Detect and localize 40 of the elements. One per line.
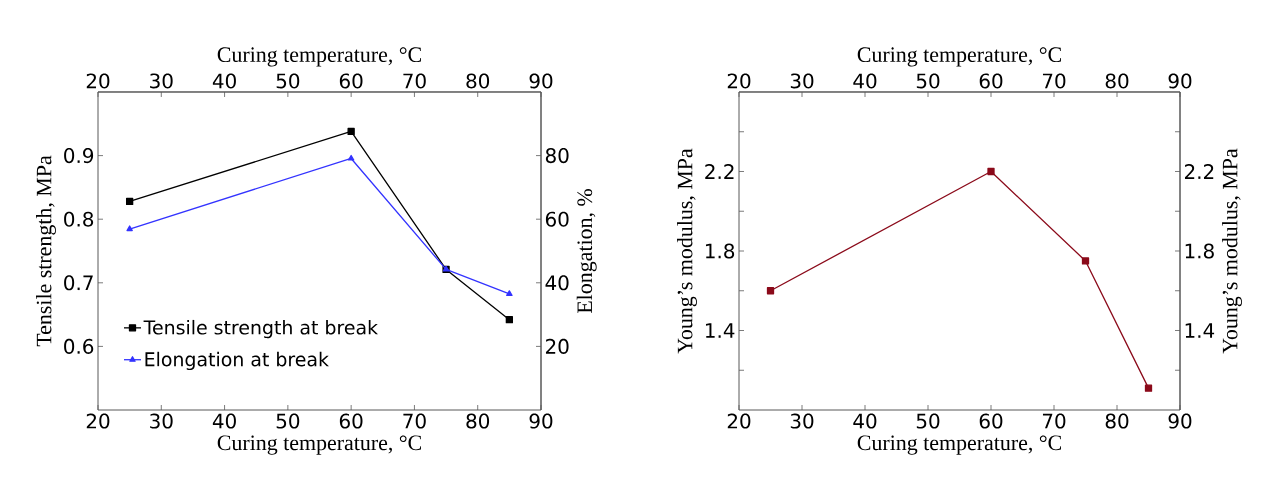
x-tick-label: 50: [916, 73, 940, 89]
x-tick-label: 90: [1168, 73, 1192, 89]
y2-tick-label: 1.4: [1185, 323, 1215, 338]
x-tick-label: 40: [853, 73, 877, 89]
x-tick-label: 70: [403, 413, 426, 429]
legend-label: Tensile strength at break: [143, 319, 378, 339]
x-tick-label: 80: [1105, 73, 1129, 89]
x-tick-label: 80: [466, 413, 490, 429]
y2-axis-title: Elongation, %: [576, 189, 597, 314]
y-tick-label: 1.8: [705, 243, 735, 259]
x-tick-label: 20: [727, 73, 751, 89]
x-tick-label: 40: [212, 413, 236, 429]
y-tick-label: 2.2: [705, 164, 734, 179]
y2-tick-label: 1.8: [1185, 243, 1214, 259]
x-tick-label: 60: [339, 413, 363, 429]
y2-tick-label: 2.2: [1184, 164, 1214, 179]
x2-axis-title: Curing temperature, °C: [857, 47, 1061, 67]
y-tick-label: 0.8: [64, 211, 94, 227]
y-tick-label: 0.6: [64, 338, 94, 354]
y2-tick-label: 80: [545, 148, 569, 164]
y-tick-label: 1.4: [705, 323, 735, 338]
x-tick-label: 50: [276, 413, 300, 429]
y-tick-label: 0.7: [64, 275, 93, 291]
x-tick-label: 30: [790, 73, 814, 89]
x-tick-label: 20: [86, 413, 110, 429]
x-axis-title: Curing temperature, °C: [857, 435, 1061, 455]
legend-label: Elongation at break: [145, 351, 329, 371]
y2-tick-label: 20: [545, 338, 569, 354]
x-tick-label: 70: [1042, 73, 1066, 89]
x2-axis-title: Curing temperature, °C: [217, 47, 421, 67]
x-tick-label: 30: [150, 413, 173, 429]
y2-tick-label: 40: [545, 275, 569, 291]
y2-tick-label: 60: [545, 211, 569, 227]
y2-axis-title: Young’s modulus, MPa: [1222, 148, 1242, 354]
x-tick-label: 60: [979, 73, 1003, 89]
y-tick-label: 0.9: [64, 148, 94, 164]
x-tick-label: 90: [529, 413, 553, 429]
x-axis-title: Curing temperature, °C: [217, 435, 421, 455]
y-axis-title: Tensile strength, MPa: [36, 155, 56, 347]
y-axis-title: Young’s modulus, MPa: [677, 148, 697, 354]
